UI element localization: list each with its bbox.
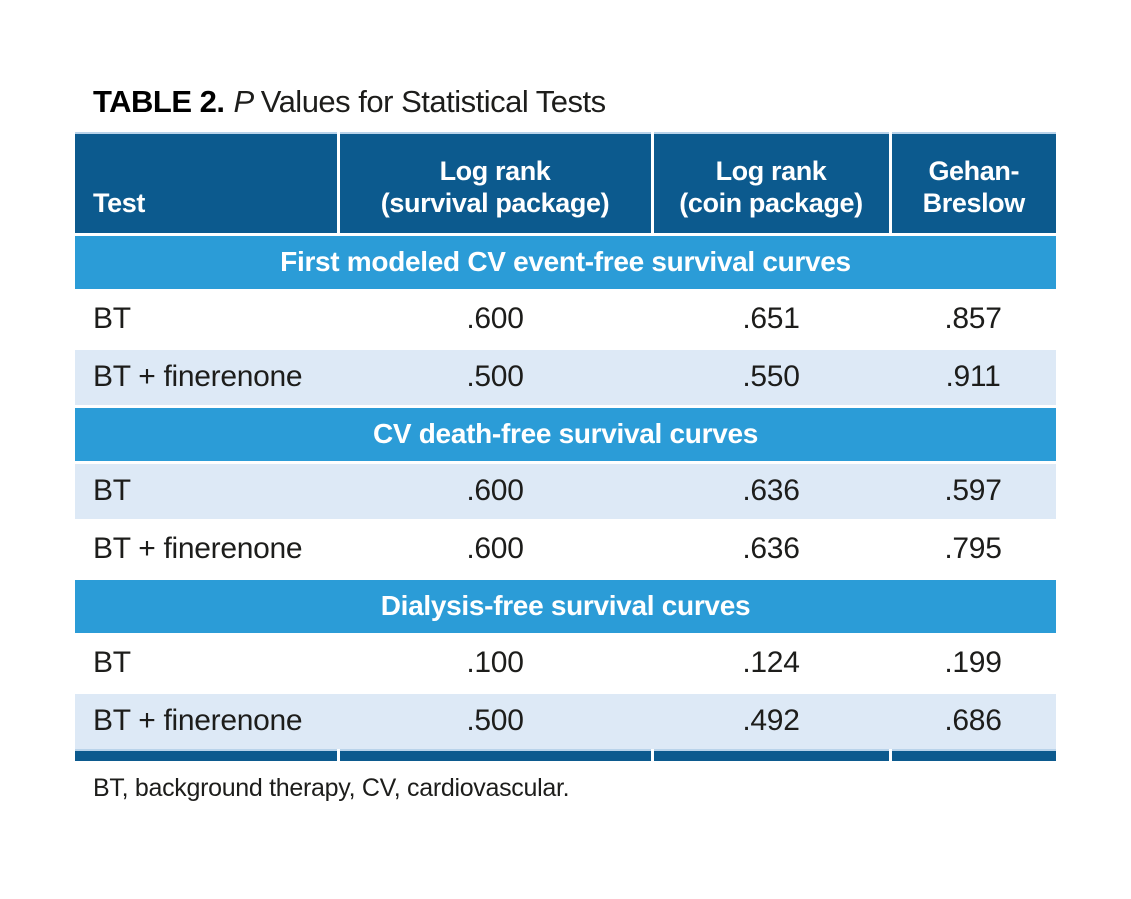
bottom-bar-segment [336,749,652,761]
column-header-sublabel: Breslow [922,187,1026,218]
row-label: BT + finerenone [75,518,338,578]
p-value-cell: .857 [890,288,1056,348]
table-header-row: Test Log rank (survival package) Log ran… [75,132,1056,234]
p-value-cell: .911 [890,346,1056,406]
table-bottom-bar [75,749,1056,761]
table-title: TABLE 2. P Values for Statistical Tests [93,84,1056,120]
column-header-gehan-breslow: Gehan- Breslow [888,132,1056,234]
p-value-cell: .100 [338,632,652,692]
section-header: Dialysis-free survival curves [75,576,1056,634]
p-value-cell: .124 [652,632,890,692]
row-label: BT [75,460,338,520]
table-body: First modeled CV event-free survival cur… [75,232,1056,761]
p-value-cell: .600 [338,460,652,520]
table-figure: TABLE 2. P Values for Statistical Tests Te… [75,84,1056,803]
section-header: First modeled CV event-free survival cur… [75,232,1056,290]
p-value-cell: .500 [338,346,652,406]
section-header-row: Dialysis-free survival curves [75,576,1056,634]
p-value-cell: .600 [338,288,652,348]
table-row: BT + finerenone .600.636.795 [75,518,1056,578]
p-value-cell: .500 [338,690,652,750]
table-footnote: BT, background therapy, CV, cardiovascul… [93,774,570,802]
p-value-cell: .686 [890,690,1056,750]
table-title-label: TABLE 2. [93,84,225,119]
row-label: BT + finerenone [75,346,338,406]
p-value-cell: .597 [890,460,1056,520]
table-header: Test Log rank (survival package) Log ran… [75,132,1056,234]
pvalues-table: Test Log rank (survival package) Log ran… [75,132,1056,761]
p-value-cell: .636 [652,460,890,520]
p-value-cell: .550 [652,346,890,406]
p-value-cell: .600 [338,518,652,578]
column-header-label: Log rank [439,156,551,187]
table-row: BT .100.124.199 [75,632,1056,692]
table-title-italic: P [233,84,255,119]
p-value-cell: .795 [890,518,1056,578]
column-header-sublabel: (survival package) [380,187,610,218]
bottom-bar-segment [888,749,1056,761]
row-label: BT [75,288,338,348]
table-title-text: Values for Statistical Tests [260,84,606,119]
column-header-label: Gehan- [928,156,1020,187]
table-row: BT + finerenone .500.550.911 [75,346,1056,406]
section-header: CV death-free survival curves [75,404,1056,462]
section-header-row: First modeled CV event-free survival cur… [75,232,1056,290]
p-value-cell: .636 [652,518,890,578]
bottom-bar-segment [75,749,338,761]
column-header-label: Log rank [715,156,827,187]
column-header-logrank-coin: Log rank (coin package) [650,132,890,234]
column-header-label: Test [93,187,145,218]
p-value-cell: .492 [652,690,890,750]
bottom-bar-segment [650,749,890,761]
column-header-test: Test [75,132,338,234]
section-header-row: CV death-free survival curves [75,404,1056,462]
table-row: BT .600.651.857 [75,288,1056,348]
row-label: BT + finerenone [75,690,338,750]
table-row: BT + finerenone .500.492.686 [75,690,1056,750]
column-header-logrank-survival: Log rank (survival package) [336,132,652,234]
p-value-cell: .199 [890,632,1056,692]
row-label: BT [75,632,338,692]
p-value-cell: .651 [652,288,890,348]
column-header-sublabel: (coin package) [679,187,863,218]
table-row: BT .600.636.597 [75,460,1056,520]
